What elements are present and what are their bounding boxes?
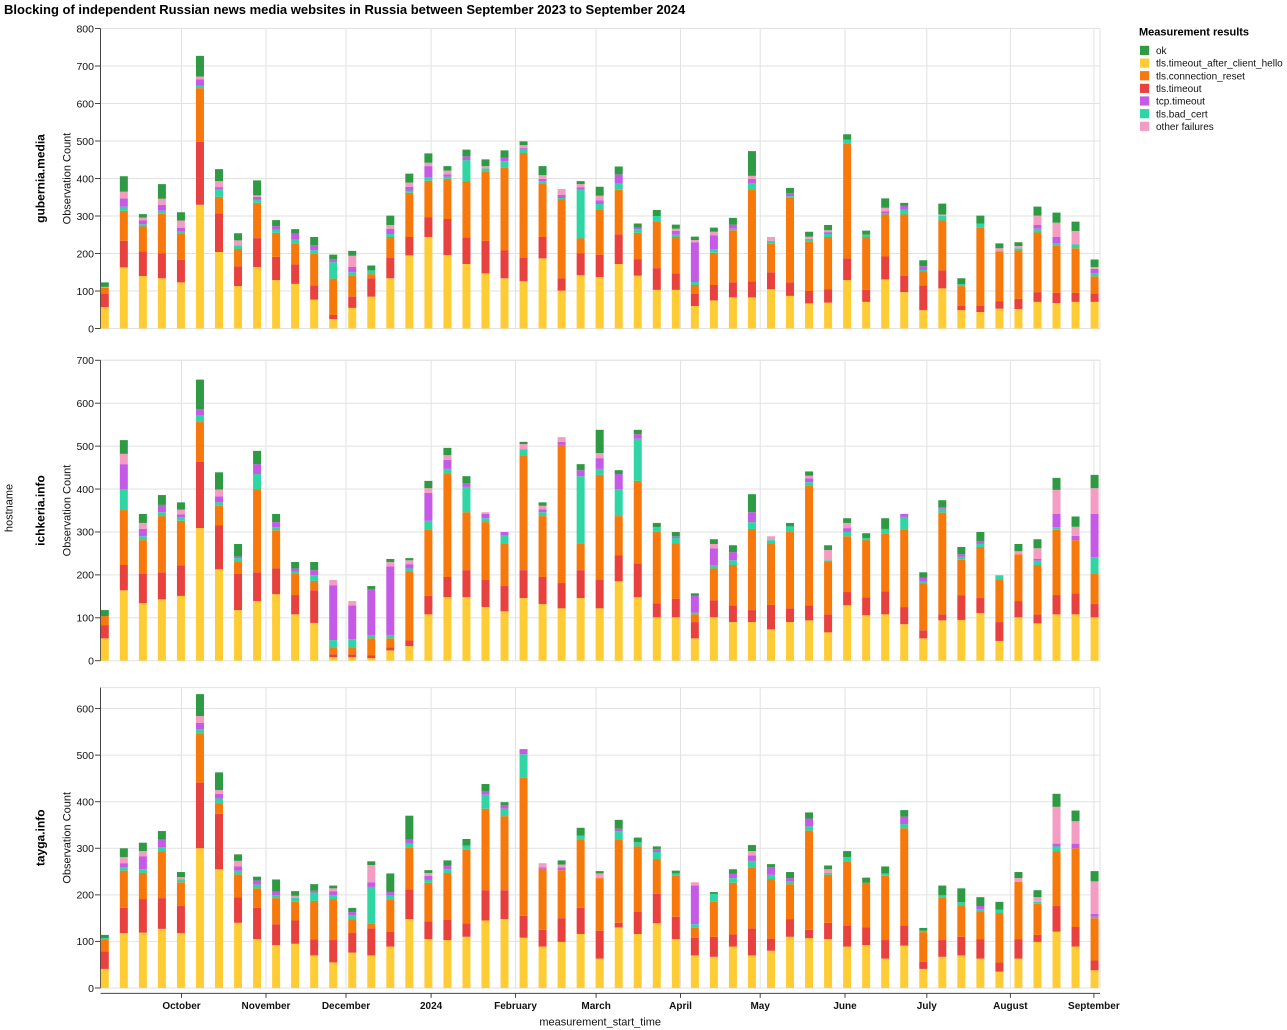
svg-text:Blocking of independent Russia: Blocking of independent Russian news med… bbox=[4, 2, 686, 17]
svg-text:tls.timeout_after_client_hello: tls.timeout_after_client_hello bbox=[1156, 59, 1283, 70]
svg-text:Observation Count: Observation Count bbox=[61, 465, 73, 557]
svg-text:400: 400 bbox=[76, 484, 94, 496]
svg-text:800: 800 bbox=[76, 23, 94, 35]
svg-text:February: February bbox=[494, 1001, 537, 1012]
svg-text:March: March bbox=[581, 1001, 610, 1012]
svg-text:measurement_start_time: measurement_start_time bbox=[539, 1017, 661, 1029]
svg-text:600: 600 bbox=[76, 98, 94, 110]
svg-text:300: 300 bbox=[76, 527, 94, 539]
svg-text:hostname: hostname bbox=[4, 484, 16, 532]
svg-text:tls.timeout: tls.timeout bbox=[1156, 84, 1202, 95]
svg-text:600: 600 bbox=[76, 398, 94, 410]
svg-text:ichkeria.info: ichkeria.info bbox=[34, 475, 48, 546]
svg-text:500: 500 bbox=[76, 441, 94, 453]
svg-text:September: September bbox=[1068, 1001, 1120, 1012]
svg-text:0: 0 bbox=[88, 323, 94, 335]
svg-text:400: 400 bbox=[76, 796, 94, 808]
svg-text:200: 200 bbox=[76, 890, 94, 902]
svg-text:200: 200 bbox=[76, 570, 94, 582]
svg-text:April: April bbox=[669, 1001, 692, 1012]
svg-text:0: 0 bbox=[88, 655, 94, 667]
svg-text:500: 500 bbox=[76, 136, 94, 148]
svg-text:October: October bbox=[162, 1001, 200, 1012]
svg-text:0: 0 bbox=[88, 983, 94, 995]
svg-text:ok: ok bbox=[1156, 46, 1168, 57]
svg-text:700: 700 bbox=[76, 355, 94, 367]
svg-text:tls.bad_cert: tls.bad_cert bbox=[1156, 109, 1208, 120]
svg-text:other failures: other failures bbox=[1156, 122, 1214, 133]
svg-text:2024: 2024 bbox=[420, 1001, 443, 1012]
svg-text:500: 500 bbox=[76, 750, 94, 762]
svg-text:June: June bbox=[833, 1001, 857, 1012]
svg-text:300: 300 bbox=[76, 843, 94, 855]
svg-text:July: July bbox=[917, 1001, 937, 1012]
svg-text:August: August bbox=[993, 1001, 1028, 1012]
svg-text:May: May bbox=[750, 1001, 770, 1012]
svg-text:Measurement results: Measurement results bbox=[1139, 27, 1249, 39]
svg-text:tayga.info: tayga.info bbox=[34, 809, 48, 866]
svg-text:Observation Count: Observation Count bbox=[61, 792, 73, 884]
svg-text:400: 400 bbox=[76, 173, 94, 185]
svg-text:700: 700 bbox=[76, 61, 94, 73]
svg-text:tls.connection_reset: tls.connection_reset bbox=[1156, 71, 1245, 82]
svg-text:600: 600 bbox=[76, 703, 94, 715]
svg-text:100: 100 bbox=[76, 613, 94, 625]
svg-text:tcp.timeout: tcp.timeout bbox=[1156, 97, 1205, 108]
svg-text:November: November bbox=[242, 1001, 291, 1012]
svg-text:300: 300 bbox=[76, 211, 94, 223]
svg-text:gubernia.media: gubernia.media bbox=[34, 134, 48, 223]
svg-text:200: 200 bbox=[76, 248, 94, 260]
svg-text:December: December bbox=[322, 1001, 370, 1012]
svg-text:100: 100 bbox=[76, 936, 94, 948]
svg-text:Observation Count: Observation Count bbox=[61, 133, 73, 225]
svg-text:100: 100 bbox=[76, 286, 94, 298]
